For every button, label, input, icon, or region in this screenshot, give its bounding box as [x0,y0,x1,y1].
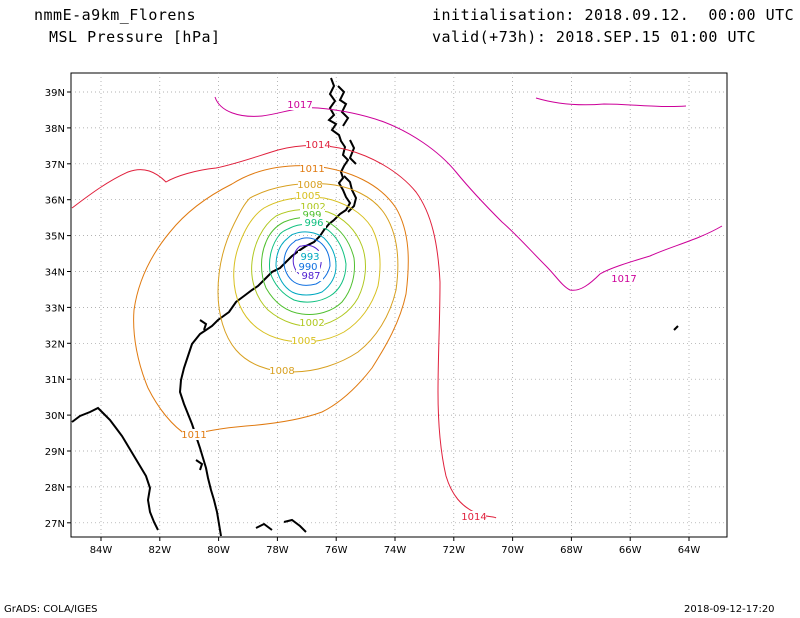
contour-label-bg [182,429,206,440]
isobar-1002 [251,208,366,327]
isobar-1011 [133,165,409,437]
contour-label-bg [301,201,325,212]
coastline [71,77,679,537]
contour-label-bg [300,317,324,328]
contour-label-bg [296,190,320,201]
model-title: nmmE-a9km_Florens [34,6,197,24]
contour-label-1008: 1008 [297,180,322,191]
isobar-1005 [233,196,381,343]
lat-label: 27N [45,519,65,530]
lat-label: 29N [45,447,65,458]
contour-label-bg [298,251,322,262]
lat-tick-labels: 39N 38N 37N 36N 35N 34N 33N 32N 31N 30N 29N 28N 27N [45,88,71,530]
contour-label-999: 999 [302,210,321,221]
contour-label-bg [288,99,312,110]
lat-label: 31N [45,375,65,386]
isobar-993 [275,231,337,296]
contour-label-1017: 1017 [611,274,636,285]
contour-label-993: 993 [300,252,319,263]
timestamp: 2018-09-12-17:20 [684,604,775,615]
contour-label-1011: 1011 [181,430,206,441]
lat-label: 35N [45,232,65,243]
lon-tick-labels: 84W 82W 80W 78W 76W 74W 72W 70W 68W 66W 64W [90,537,701,556]
contour-label-bg [292,335,316,346]
graticule [71,73,727,537]
contour-label-1005: 1005 [295,191,320,202]
lon-label: 80W [207,545,230,556]
lon-label: 72W [442,545,465,556]
contour-label-bg [462,511,486,522]
contour-label-1014: 1014 [305,140,330,151]
lon-label: 84W [90,545,113,556]
lat-label: 36N [45,196,65,207]
lat-label: 32N [45,339,65,350]
isobar-1014 [71,145,497,519]
isobar-1017-east [535,97,687,108]
lon-label: 78W [266,545,289,556]
credit: GrADS: COLA/IGES [4,604,98,615]
isobar-990 [283,237,331,286]
isobar-996 [269,223,347,303]
contour-label-1008: 1008 [269,366,294,377]
lat-label: 30N [45,411,65,422]
contour-label-bg [300,209,324,220]
lon-label: 66W [619,545,642,556]
isobar-1008 [217,183,399,373]
isobars [71,96,723,519]
lon-label: 68W [560,545,583,556]
valid-time: valid(+73h): 2018.SEP.15 01:00 UTC [432,28,757,46]
lon-label: 64W [678,545,701,556]
lat-label: 39N [45,88,65,99]
contour-label-1005: 1005 [291,336,316,347]
contour-label-bg [296,261,320,272]
contour-label-bg [299,270,323,281]
contour-label-1002: 1002 [299,318,324,329]
contour-label-1002: 1002 [300,202,325,213]
lat-label: 33N [45,303,65,314]
lon-label: 74W [384,545,407,556]
map-frame [70,72,728,538]
lon-label: 82W [148,545,171,556]
field-title: MSL Pressure [hPa] [49,28,221,46]
isobar-1017-west [214,96,723,291]
lat-label: 34N [45,268,65,279]
init-time: initialisation: 2018.09.12. 00:00 UTC [432,6,795,24]
contour-label-bg [306,139,330,150]
lat-label: 38N [45,124,65,135]
contour-label-1017: 1017 [287,100,312,111]
contour-label-990: 990 [298,262,317,273]
lat-label: 28N [45,483,65,494]
contour-label-bg [612,273,636,284]
lat-label: 37N [45,160,65,171]
lon-label: 70W [501,545,524,556]
contour-label-987: 987 [301,271,320,282]
contour-label-bg [300,163,324,174]
contour-label-bg [302,217,326,228]
contour-label-1014: 1014 [461,512,486,523]
contour-label-996: 996 [304,218,323,229]
isobar-999 [261,217,355,315]
contour-label-bg [270,365,294,376]
contour-label-1011: 1011 [299,164,324,175]
contour-label-bg [298,179,322,190]
lon-label: 76W [325,545,348,556]
